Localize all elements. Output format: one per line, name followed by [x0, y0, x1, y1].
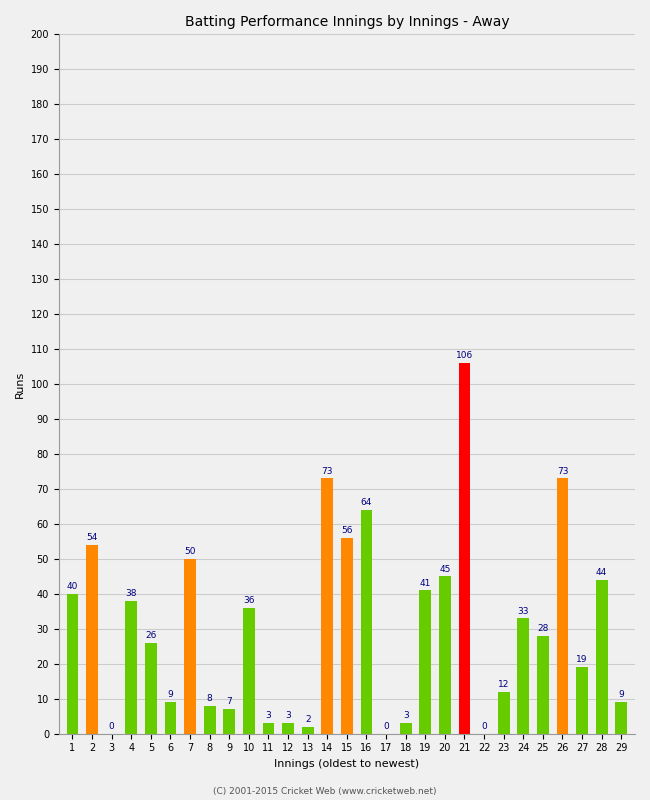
Text: 12: 12 — [498, 680, 510, 689]
Bar — [498, 692, 510, 734]
Bar — [204, 706, 216, 734]
Bar — [419, 590, 431, 734]
Bar — [517, 618, 529, 734]
Text: 38: 38 — [125, 589, 137, 598]
Text: 50: 50 — [185, 547, 196, 556]
Bar — [439, 576, 450, 734]
Text: 0: 0 — [481, 722, 487, 731]
Text: 0: 0 — [109, 722, 114, 731]
Text: 40: 40 — [67, 582, 78, 591]
Text: 7: 7 — [226, 698, 232, 706]
Text: 44: 44 — [596, 568, 607, 577]
Bar — [243, 608, 255, 734]
Bar — [164, 702, 176, 734]
Bar — [66, 594, 79, 734]
Text: 8: 8 — [207, 694, 213, 703]
Text: 54: 54 — [86, 533, 98, 542]
Text: 3: 3 — [403, 711, 409, 721]
Text: 41: 41 — [420, 578, 431, 587]
Bar — [145, 643, 157, 734]
Bar — [361, 510, 372, 734]
Text: 33: 33 — [517, 606, 529, 615]
Text: 3: 3 — [285, 711, 291, 721]
Text: (C) 2001-2015 Cricket Web (www.cricketweb.net): (C) 2001-2015 Cricket Web (www.cricketwe… — [213, 787, 437, 796]
Bar — [224, 710, 235, 734]
Text: 19: 19 — [577, 655, 588, 665]
Text: 0: 0 — [384, 722, 389, 731]
Bar — [263, 723, 274, 734]
Bar — [556, 478, 568, 734]
Bar — [400, 723, 411, 734]
Bar — [616, 702, 627, 734]
Text: 73: 73 — [322, 466, 333, 476]
Text: 28: 28 — [537, 624, 549, 633]
Title: Batting Performance Innings by Innings - Away: Batting Performance Innings by Innings -… — [185, 15, 509, 29]
Bar — [282, 723, 294, 734]
Bar — [302, 726, 313, 734]
Bar — [537, 636, 549, 734]
Text: 45: 45 — [439, 565, 450, 574]
Text: 26: 26 — [145, 631, 157, 640]
Text: 2: 2 — [305, 715, 311, 724]
X-axis label: Innings (oldest to newest): Innings (oldest to newest) — [274, 759, 419, 769]
Bar — [321, 478, 333, 734]
Text: 106: 106 — [456, 351, 473, 360]
Bar — [125, 601, 137, 734]
Bar — [576, 667, 588, 734]
Y-axis label: Runs: Runs — [15, 370, 25, 398]
Bar — [86, 545, 98, 734]
Text: 64: 64 — [361, 498, 372, 507]
Text: 9: 9 — [618, 690, 624, 699]
Bar — [341, 538, 353, 734]
Text: 73: 73 — [557, 466, 568, 476]
Text: 36: 36 — [243, 596, 255, 605]
Bar — [596, 580, 608, 734]
Bar — [459, 363, 471, 734]
Text: 9: 9 — [168, 690, 174, 699]
Text: 3: 3 — [266, 711, 271, 721]
Bar — [184, 559, 196, 734]
Text: 56: 56 — [341, 526, 353, 535]
